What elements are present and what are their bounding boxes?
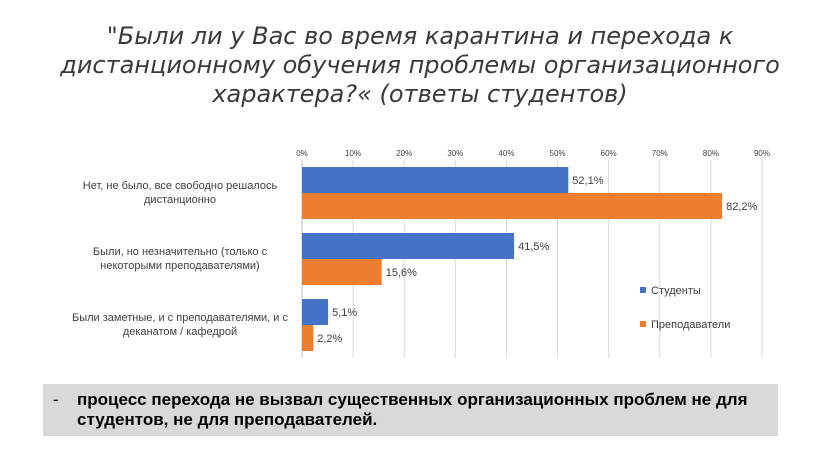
x-tick-label: 0% [296, 149, 308, 158]
chart-title-line-2: дистанционному обучения проблемы организ… [60, 51, 780, 79]
category-label: дистанционно [144, 194, 216, 206]
chart-title-line-1: "Были ли у Вас во время карантина и пере… [106, 22, 734, 50]
data-label: 52,1% [572, 175, 603, 187]
conclusion-dash: - [53, 390, 59, 409]
legend-label: Студенты [651, 285, 701, 297]
data-label: 2,2% [317, 333, 342, 345]
x-tick-label: 60% [601, 149, 617, 158]
category-label: деканатом / кафедрой [123, 326, 237, 338]
bar [302, 233, 515, 259]
bar [302, 259, 382, 285]
bar [302, 167, 569, 193]
x-tick-label: 80% [703, 149, 719, 158]
bar [302, 193, 723, 219]
x-tick-label: 90% [754, 149, 770, 158]
x-tick-label: 70% [652, 149, 668, 158]
x-tick-label: 30% [447, 149, 463, 158]
conclusion-box: - процесс перехода не вызвал существенны… [43, 384, 778, 436]
data-label: 15,6% [386, 267, 417, 279]
conclusion-text: процесс перехода не вызвал существенных … [77, 390, 748, 429]
bar [302, 299, 329, 325]
data-label: 82,2% [726, 201, 757, 213]
x-tick-label: 20% [396, 149, 412, 158]
legend-swatch [640, 321, 646, 327]
x-tick-label: 50% [550, 149, 566, 158]
category-label: Были, но незначительно (только с [93, 246, 268, 258]
bar-chart: 0% 10% 20% 30% 40% 50% 60% 70% 80% 90% 52,1% 82,2% Н… [72, 149, 770, 358]
data-label: 5,1% [332, 307, 357, 319]
category-label: Были заметные, и с преподавателями, и с [72, 312, 288, 324]
category-label: Нет, не было, все свободно решалось [83, 180, 278, 192]
data-label: 41,5% [518, 241, 549, 253]
chart-title: "Были ли у Вас во время карантина и пере… [40, 22, 800, 109]
bar [302, 325, 314, 351]
x-tick-label: 10% [345, 149, 361, 158]
x-tick-label: 40% [498, 149, 514, 158]
legend-label: Преподаватели [651, 319, 730, 331]
category-label: некоторыми преподавателями) [100, 260, 259, 272]
chart-title-line-3: характера?« (ответы студентов) [212, 80, 628, 108]
legend-swatch [640, 287, 646, 293]
